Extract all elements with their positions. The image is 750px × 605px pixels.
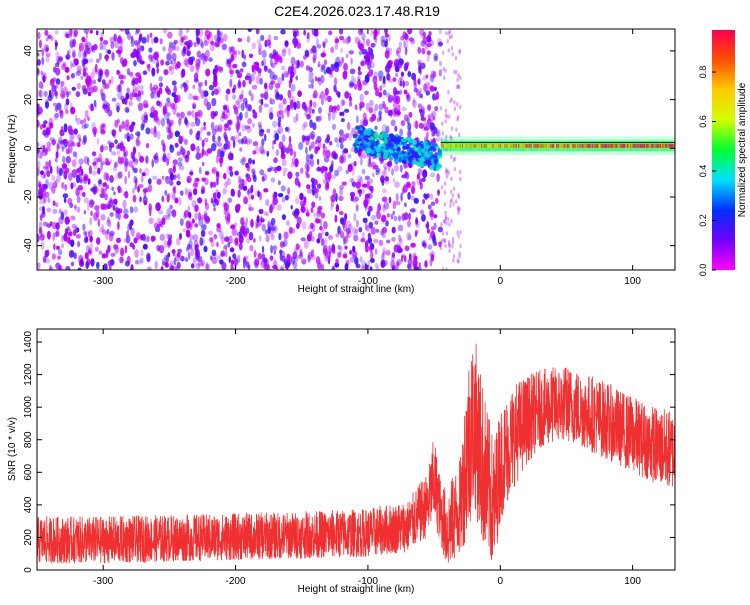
spectrogram-y-label: Frequency (Hz): [7, 115, 18, 184]
colorbar-ticks: 0.0 0.2 0.4 0.6 0.8: [698, 66, 716, 276]
snr-y-tick-label: 600: [23, 464, 34, 481]
snr-x-tick-label: -100: [358, 576, 378, 587]
snr-y-tick-label: 1200: [23, 363, 34, 386]
spectrogram-y-tick-label: -20: [23, 189, 34, 204]
colorbar-tick-label: 0.6: [698, 115, 708, 128]
colorbar-tick-label: 0.8: [698, 66, 708, 79]
snr-x-label: Height of straight line (km): [298, 584, 415, 595]
spectrogram-frame: [36, 28, 676, 271]
spectrogram-x-tick-label: -100: [358, 276, 378, 287]
spectrogram-y-axis: -40 -20 0 20 40: [23, 45, 675, 253]
snr-y-tick-label: 800: [23, 431, 34, 448]
snr-y-axis: 0 200 400 600 800 1000 1200 1400: [23, 330, 675, 573]
snr-y-tick-label: 400: [23, 496, 34, 513]
spectrogram-plot-area: [37, 29, 675, 270]
snr-y-label: SNR (10 * v/v): [7, 417, 18, 481]
snr-y-tick-label: 1400: [23, 330, 34, 353]
colorbar-gradient: [712, 30, 735, 270]
snr-x-tick-label: -200: [226, 576, 246, 587]
snr-plot-area: [37, 343, 675, 564]
colorbar: 0.0 0.2 0.4 0.6 0.8 Normalized spectral ampl…: [698, 30, 748, 276]
spectrogram-x-tick-label: 0: [497, 276, 503, 287]
spectrogram-x-axis: -300 -200 -100 0 100: [93, 29, 641, 287]
spectrogram-x-tick-label: 100: [624, 276, 641, 287]
carrier-band: [440, 140, 675, 152]
spectrogram-x-tick-label: -300: [93, 276, 113, 287]
colorbar-tick-label: 0.2: [698, 214, 708, 227]
spectrogram-x-tick-label: -200: [226, 276, 246, 287]
snr-series-line: [37, 343, 675, 564]
spectrogram-y-tick-label: 20: [23, 94, 34, 106]
snr-x-tick-label: 100: [624, 576, 641, 587]
colorbar-tick-label: 0.0: [698, 264, 708, 277]
spectrogram-y-tick-label: 0: [23, 145, 34, 151]
snr-y-tick-label: 0: [23, 567, 34, 573]
snr-x-tick-label: -300: [93, 576, 113, 587]
snr-y-tick-label: 200: [23, 529, 34, 546]
snr-x-tick-label: 0: [497, 576, 503, 587]
snr-y-tick-label: 1000: [23, 396, 34, 419]
snr-panel: -300 -200 -100 0 100 0 200 400 600 800 1000 1200 14…: [7, 328, 676, 595]
snr-frame: [36, 328, 676, 571]
snr-x-axis: -300 -200 -100 0 100: [93, 329, 641, 587]
spectrogram-y-tick-label: 40: [23, 45, 34, 57]
spectrogram-y-tick-label: -40: [23, 238, 34, 253]
colorbar-label: Normalized spectral amplitude: [737, 82, 748, 217]
figure-title: C2E4.2026.023.17.48.R19: [274, 3, 440, 19]
spectrogram-x-label: Height of straight line (km): [298, 284, 415, 295]
colorbar-tick-label: 0.4: [698, 165, 708, 178]
